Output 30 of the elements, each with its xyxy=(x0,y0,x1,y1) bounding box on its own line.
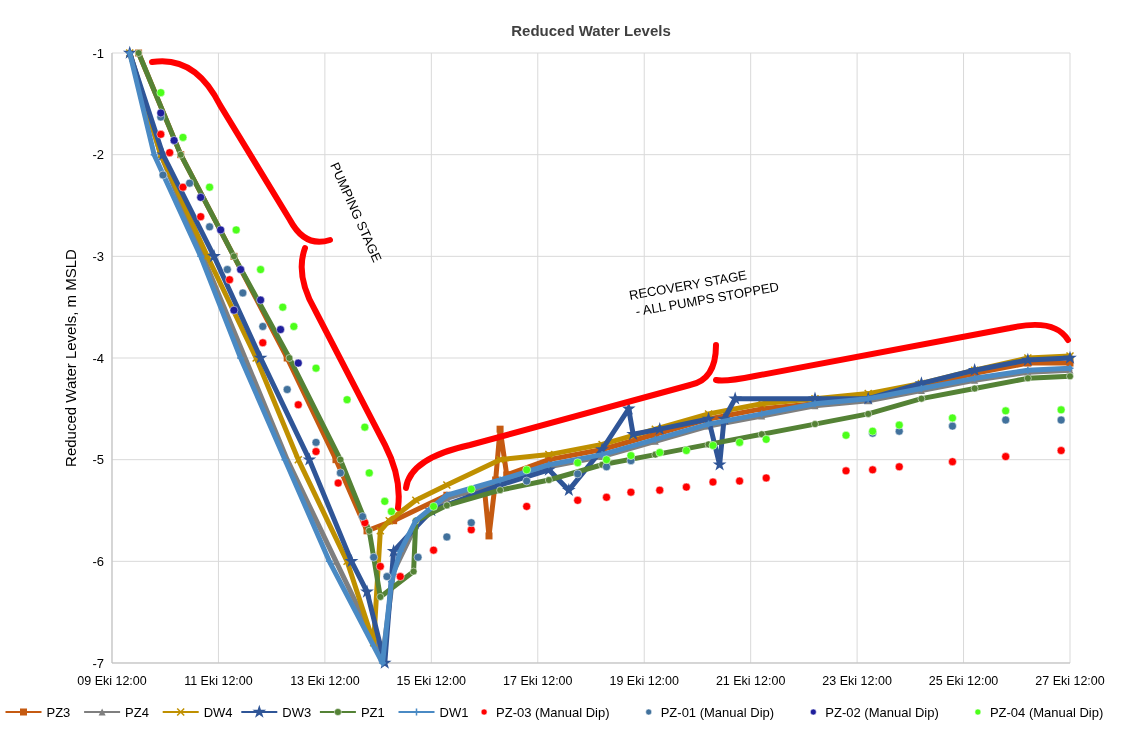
legend-label: PZ-03 (Manual Dip) xyxy=(496,704,610,720)
y-tick-label: -3 xyxy=(92,248,104,264)
y-tick-label: -6 xyxy=(92,553,104,569)
x-tick-label: 09 Eki 12:00 xyxy=(77,674,147,688)
legend-label: PZ4 xyxy=(125,704,149,720)
legend-label: PZ-01 (Manual Dip) xyxy=(660,704,775,720)
x-tick-label: 21 Eki 12:00 xyxy=(715,674,786,688)
legend-label: DW1 xyxy=(439,704,469,720)
x-tick-label: 13 Eki 12:00 xyxy=(290,674,360,688)
x-tick-label: 23 Eki 12:00 xyxy=(822,674,892,688)
legend-label: PZ3 xyxy=(46,704,71,720)
y-tick-label: -7 xyxy=(92,655,104,671)
y-axis-title: Reduced Water Levels, m MSLD xyxy=(62,248,79,467)
x-tick-label: 27 Eki 12:00 xyxy=(1035,674,1105,688)
legend-label: DW3 xyxy=(282,704,312,720)
y-tick-label: -5 xyxy=(92,452,104,468)
y-tick-label: -4 xyxy=(92,350,104,366)
legend-label: PZ1 xyxy=(360,704,385,720)
x-tick-label: 11 Eki 12:00 xyxy=(184,674,253,688)
y-tick-label: -1 xyxy=(92,45,104,61)
x-tick-label: 25 Eki 12:00 xyxy=(928,674,999,688)
annotation: RECOVERY STAGE - ALL PUMPS STOPPED xyxy=(627,267,781,320)
legend-label: PZ-02 (Manual Dip) xyxy=(825,704,939,720)
x-tick-label: 15 Eki 12:00 xyxy=(396,674,467,688)
x-tick-label: 17 Eki 12:00 xyxy=(503,674,573,688)
legend-label: PZ-04 (Manual Dip) xyxy=(989,704,1104,720)
legend-label: DW4 xyxy=(203,704,233,720)
y-tick-label: -2 xyxy=(92,147,104,163)
x-tick-label: 19 Eki 12:00 xyxy=(609,674,680,688)
chart-title: Reduced Water Levels xyxy=(511,22,671,39)
